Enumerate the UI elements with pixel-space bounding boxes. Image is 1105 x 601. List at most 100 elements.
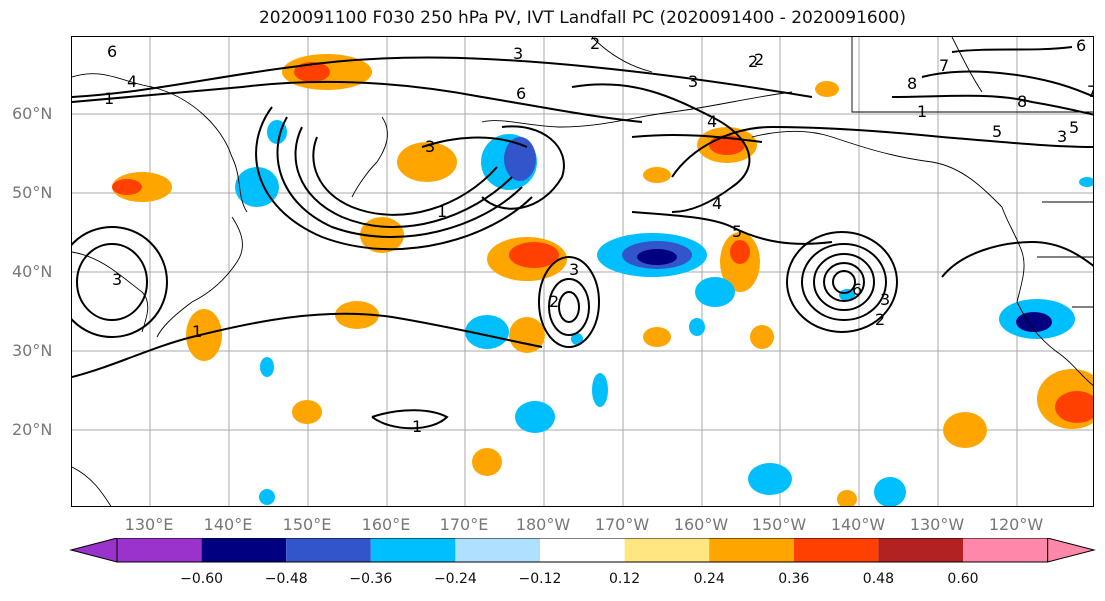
map-panel: 6 1 4 3 2 6 2 8 7 6 8 5 3 1 3 2 6 3 2 3 … bbox=[71, 36, 1094, 507]
pv-blob bbox=[260, 357, 274, 377]
pv-blob bbox=[112, 179, 142, 195]
lat-label: 30°N bbox=[12, 341, 53, 360]
contour-label: 7 bbox=[939, 56, 949, 75]
pv-blob bbox=[1016, 312, 1052, 332]
lon-label: 170°E bbox=[439, 515, 489, 534]
contour-label: 1 bbox=[437, 202, 447, 221]
pv-blob bbox=[1079, 177, 1093, 187]
lat-label: 60°N bbox=[12, 104, 53, 123]
contour-label: 3 bbox=[569, 260, 579, 279]
contour-label: 7 bbox=[1087, 82, 1094, 101]
contour-label: 3 bbox=[688, 72, 698, 91]
contour-label: 3 bbox=[1057, 127, 1067, 146]
contour-label: 5 bbox=[732, 222, 742, 241]
contour-labels: 6 1 4 3 2 6 2 8 7 6 8 5 3 1 3 2 6 3 2 3 … bbox=[104, 37, 1094, 436]
contour-label: 6 bbox=[852, 280, 862, 299]
pv-blob bbox=[874, 477, 906, 506]
lon-label: 130°W bbox=[909, 515, 965, 534]
map-title: 2020091100 F030 250 hPa PV, IVT Landfall… bbox=[258, 8, 906, 28]
contour-label: 3 bbox=[112, 270, 122, 289]
graticule bbox=[72, 37, 1093, 506]
pv-shading bbox=[112, 54, 1093, 506]
contour-label: 1 bbox=[412, 417, 422, 436]
pv-blob bbox=[465, 315, 509, 349]
map-canvas: 6 1 4 3 2 6 2 8 7 6 8 5 3 1 3 2 6 3 2 3 … bbox=[72, 37, 1094, 506]
contour-label: 3 bbox=[880, 290, 890, 309]
lon-label: 150°W bbox=[751, 515, 807, 534]
pv-blob bbox=[1055, 391, 1093, 423]
colorbar-under-arrow bbox=[69, 538, 118, 563]
contour-label: 4 bbox=[707, 112, 717, 131]
pv-blob bbox=[748, 463, 792, 495]
pv-blob bbox=[643, 167, 671, 183]
pv-blob bbox=[730, 240, 750, 264]
colorbar-frame bbox=[116, 538, 1049, 563]
colorbar-segment bbox=[540, 538, 625, 562]
pv-blob bbox=[292, 400, 322, 424]
pv-blob bbox=[472, 448, 502, 476]
contour-label: 4 bbox=[127, 72, 137, 91]
pv-blob bbox=[689, 318, 705, 336]
lat-label: 50°N bbox=[12, 183, 53, 202]
contour-label: 2 bbox=[748, 52, 758, 71]
lon-label: 140°W bbox=[830, 515, 886, 534]
pv-blob bbox=[509, 242, 559, 268]
colorbar-tick: −0.12 bbox=[518, 571, 562, 587]
contour-label: 1 bbox=[104, 89, 114, 108]
colorbar-over-arrow bbox=[1047, 538, 1096, 563]
pv-blob bbox=[515, 401, 555, 433]
coastlines bbox=[72, 37, 1093, 506]
contour-label: 6 bbox=[516, 84, 526, 103]
pv-blob bbox=[571, 333, 583, 345]
lon-label: 150°E bbox=[282, 515, 332, 534]
pv-blob bbox=[637, 249, 677, 265]
pv-blob bbox=[837, 490, 857, 506]
colorbar-tick: 0.12 bbox=[609, 571, 641, 587]
colorbar-segment bbox=[624, 538, 710, 562]
contour-label: 8 bbox=[907, 74, 917, 93]
colorbar-tick: 0.48 bbox=[862, 571, 894, 587]
lat-label: 40°N bbox=[12, 262, 53, 281]
colorbar-segment bbox=[793, 538, 879, 562]
lon-label: 160°W bbox=[673, 515, 729, 534]
pv-blob bbox=[750, 325, 774, 349]
colorbar-segment bbox=[709, 538, 794, 562]
pv-blob bbox=[643, 327, 671, 347]
lon-label: 160°E bbox=[361, 515, 411, 534]
lon-label: 180°W bbox=[515, 515, 571, 534]
colorbar-segment bbox=[370, 538, 456, 562]
colorbar-segment bbox=[878, 538, 963, 562]
contour-label: 2 bbox=[590, 37, 600, 53]
pv-blob bbox=[509, 317, 545, 353]
contour-label: 2 bbox=[754, 50, 764, 69]
lon-label: 130°E bbox=[124, 515, 174, 534]
colorbar-segment bbox=[286, 538, 371, 562]
lon-label: 170°W bbox=[594, 515, 650, 534]
contour-label: 1 bbox=[192, 322, 202, 341]
contour-label: 3 bbox=[513, 44, 523, 63]
contour-label: 6 bbox=[107, 42, 117, 61]
pv-blob bbox=[294, 62, 330, 82]
contour-label: 8 bbox=[1017, 92, 1027, 111]
pv-blob bbox=[943, 412, 987, 448]
colorbar-tick: −0.36 bbox=[349, 571, 393, 587]
colorbar bbox=[69, 538, 1096, 563]
colorbar-segment bbox=[117, 538, 202, 562]
contour-label: 3 bbox=[425, 137, 435, 156]
colorbar-tick: −0.48 bbox=[264, 571, 308, 587]
contour-label: 5 bbox=[1069, 118, 1079, 137]
colorbar-segment bbox=[455, 538, 540, 562]
pv-blob bbox=[335, 301, 379, 329]
pv-blob bbox=[259, 489, 275, 505]
colorbar-tick: −0.60 bbox=[180, 571, 224, 587]
lat-label: 20°N bbox=[12, 420, 53, 439]
contour-label: 2 bbox=[549, 292, 559, 311]
pv-blob bbox=[397, 142, 457, 182]
colorbar-segment bbox=[963, 538, 1048, 562]
lon-label: 120°W bbox=[988, 515, 1044, 534]
contour-label: 2 bbox=[875, 310, 885, 329]
pv-blob bbox=[695, 277, 735, 307]
contour-label: 1 bbox=[917, 102, 927, 121]
colorbar-tick: 0.60 bbox=[947, 571, 979, 587]
lon-label: 140°E bbox=[203, 515, 253, 534]
